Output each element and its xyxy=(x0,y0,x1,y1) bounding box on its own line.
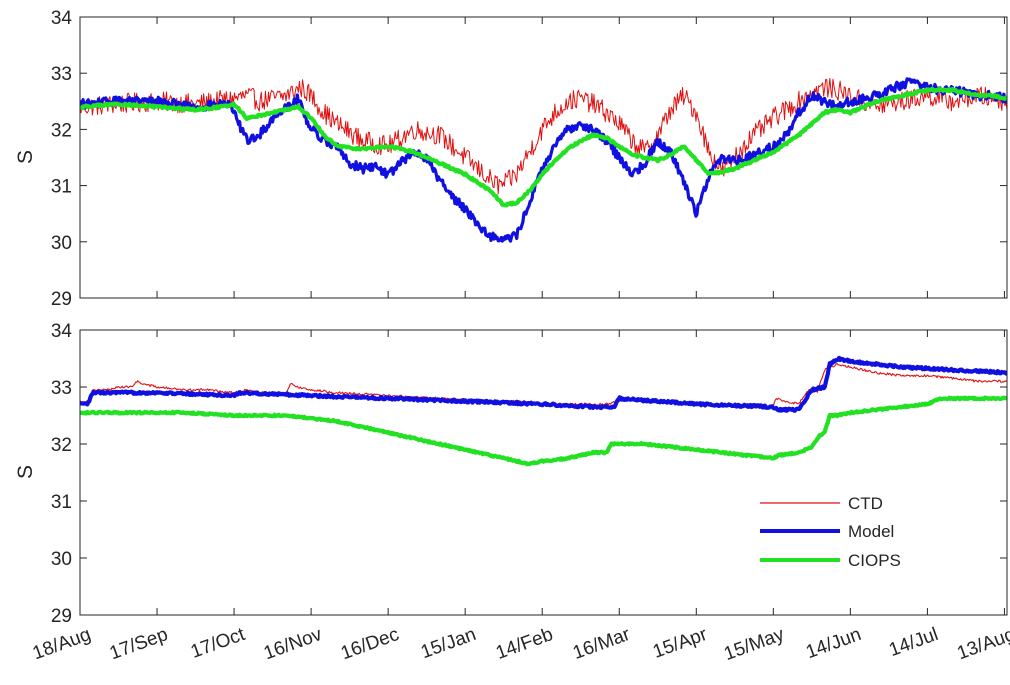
x-tick-label: 17/Oct xyxy=(188,624,248,663)
x-tick-label: 17/Sep xyxy=(107,624,171,664)
y-tick-label: 30 xyxy=(51,549,72,570)
series-line-1 xyxy=(80,77,1007,195)
legend-label-model: Model xyxy=(848,522,894,541)
bottom-y-axis-label: S xyxy=(14,465,37,479)
x-tick-label: 16/Mar xyxy=(570,624,633,664)
x-tick-label: 15/Jan xyxy=(418,624,479,663)
y-tick-label: 29 xyxy=(51,606,72,627)
y-tick-label: 31 xyxy=(51,177,72,198)
x-tick-label: 16/Nov xyxy=(261,624,325,664)
legend-label-ctd: CTD xyxy=(848,494,883,513)
x-tick-label: 15/Apr xyxy=(650,624,710,663)
x-tick-label: 14/Feb xyxy=(493,624,556,664)
y-tick-label: 32 xyxy=(51,435,72,456)
series-model xyxy=(80,355,1007,413)
y-tick-label: 33 xyxy=(51,64,72,85)
y-tick-label: 29 xyxy=(51,289,72,310)
series-line-3 xyxy=(80,86,1007,208)
x-tick-label: 15/May xyxy=(721,624,787,665)
top-axes-box xyxy=(79,16,1008,299)
top-x-ticks xyxy=(79,17,1005,298)
y-tick-label: 32 xyxy=(51,120,72,141)
bottom-series-group xyxy=(80,355,1007,467)
bottom-axes-box xyxy=(79,329,1008,616)
top-plot-background xyxy=(80,17,1007,298)
top-y-axis-label: S xyxy=(14,150,37,164)
top-panel: 29 30 31 32 33 34 S xyxy=(14,8,1008,310)
x-tick-label: 13/Aug xyxy=(954,624,1010,664)
bottom-plot-background xyxy=(80,330,1007,615)
x-tick-label: 18/Aug xyxy=(30,624,94,664)
y-tick-label: 31 xyxy=(51,492,72,513)
y-tick-label: 30 xyxy=(51,233,72,254)
y-tick-label: 34 xyxy=(51,8,73,29)
x-tick-label: 16/Dec xyxy=(338,624,402,664)
y-tick-label: 34 xyxy=(51,321,73,342)
series-ciops xyxy=(80,395,1007,467)
y-tick-label: 33 xyxy=(51,378,72,399)
top-series-group xyxy=(80,77,1007,243)
x-tick-label: 14/Jun xyxy=(803,624,864,663)
bottom-panel: 29 30 31 32 33 34 18/Aug 17/Sep 17/Oct 16/Nov 16/… xyxy=(14,321,1010,665)
x-tick-label: 14/Jul xyxy=(886,624,941,661)
legend: CTD Model CIOPS xyxy=(760,494,901,570)
legend-label-ciops: CIOPS xyxy=(848,551,901,570)
series-line-2 xyxy=(80,77,1007,243)
